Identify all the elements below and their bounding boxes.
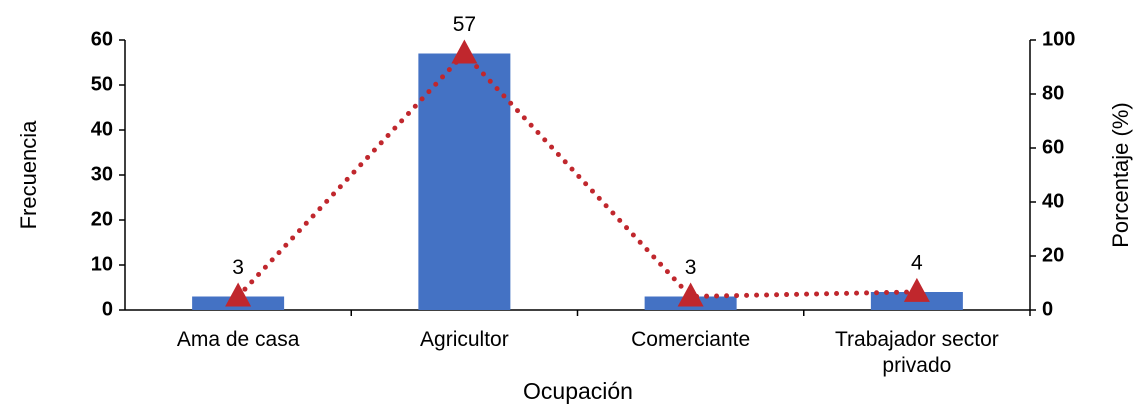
y-tick-label: 30 (91, 163, 113, 185)
y2-tick-label: 100 (1042, 28, 1075, 50)
y2-tick-label: 20 (1042, 244, 1064, 266)
x-tick-label: Trabajador sector privado (834, 328, 999, 377)
y-tick-label: 0 (102, 298, 113, 320)
x-tick-label: Ama de casa (176, 328, 300, 351)
line (235, 49, 920, 300)
bar (418, 53, 511, 310)
y-axis-label: Frecuencia (16, 120, 41, 230)
y-tick-label: 20 (91, 208, 113, 230)
marker (451, 39, 478, 64)
y-tick-label: 40 (91, 118, 113, 140)
marker (677, 282, 704, 307)
data-label: 4 (911, 251, 923, 274)
marker (903, 277, 930, 302)
y2-tick-label: 0 (1042, 298, 1053, 320)
x-tick-label: Agricultor (420, 328, 509, 351)
data-label: 3 (232, 256, 244, 279)
y2-axis-label: Porcentaje (%) (1108, 102, 1133, 248)
marker (225, 282, 252, 307)
y2-tick-label: 40 (1042, 190, 1064, 212)
x-tick-label: Comerciante (631, 328, 751, 351)
data-label: 57 (453, 13, 476, 36)
x-axis-label: Ocupación (523, 378, 633, 404)
data-label: 3 (685, 256, 697, 279)
y-tick-label: 10 (91, 253, 113, 275)
y-tick-label: 60 (91, 28, 113, 50)
y-tick-label: 50 (91, 73, 113, 95)
y2-tick-label: 60 (1042, 136, 1064, 158)
y2-tick-label: 80 (1042, 82, 1064, 104)
